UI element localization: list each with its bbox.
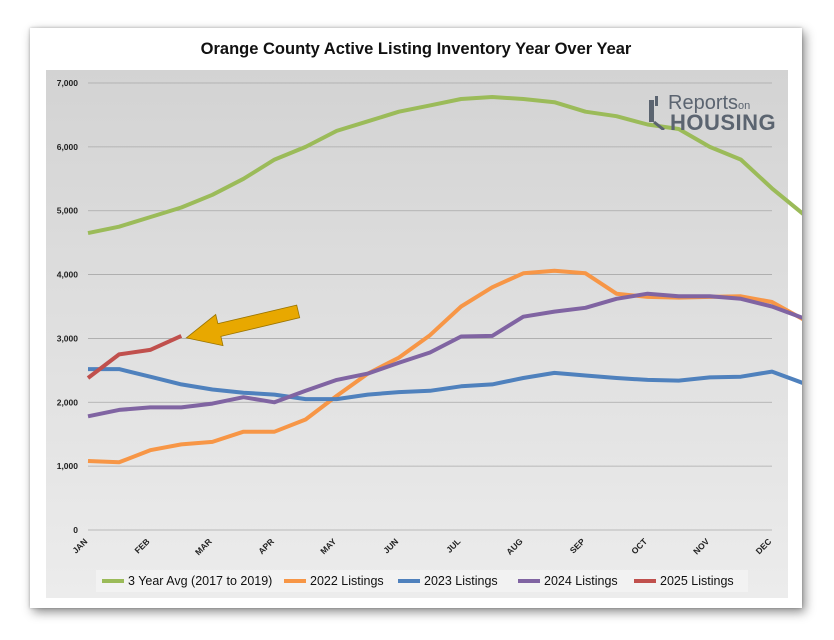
legend-label: 3 Year Avg (2017 to 2019) (128, 574, 272, 588)
y-tick-label: 0 (73, 525, 78, 535)
logo-mark-icon (649, 96, 665, 130)
chart-background (46, 70, 788, 598)
legend-label: 2025 Listings (660, 574, 734, 588)
y-tick-label: 4,000 (57, 270, 79, 280)
y-tick-label: 5,000 (57, 206, 79, 216)
y-tick-label: 3,000 (57, 333, 79, 343)
arrow-annotation-icon (185, 304, 301, 347)
y-tick-label: 7,000 (57, 78, 79, 88)
legend-box (96, 570, 748, 592)
logo-text-bottom: HOUSING (670, 110, 777, 135)
y-tick-label: 1,000 (57, 461, 79, 471)
y-tick-label: 6,000 (57, 142, 79, 152)
y-tick-label: 2,000 (57, 397, 79, 407)
legend-label: 2022 Listings (310, 574, 384, 588)
series-line (86, 334, 183, 380)
series-line (87, 291, 802, 419)
series-line (88, 367, 802, 402)
legend-label: 2023 Listings (424, 574, 498, 588)
chart-frame: Orange County Active Listing Inventory Y… (30, 28, 802, 608)
series-line (87, 95, 802, 236)
chart-title: Orange County Active Listing Inventory Y… (200, 40, 632, 58)
legend-label: 2024 Listings (544, 574, 618, 588)
reports-on-housing-logo: Reportson HOUSING (648, 92, 788, 142)
logo-text-top: Reportson (668, 92, 751, 114)
